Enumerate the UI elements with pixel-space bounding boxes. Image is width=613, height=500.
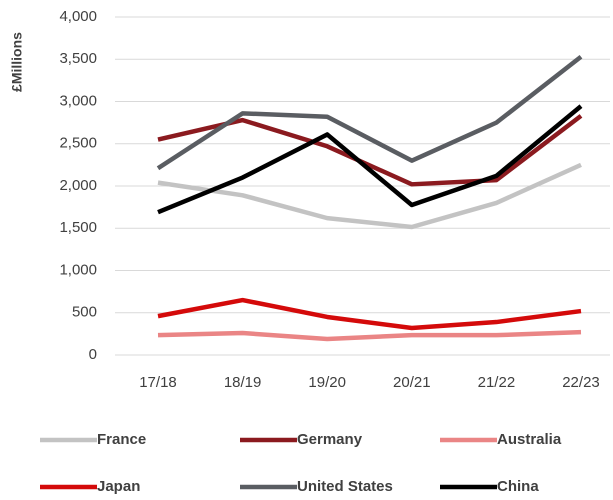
x-tick-label: 19/20 — [308, 374, 346, 391]
x-tick-label: 22/23 — [562, 374, 600, 391]
legend-label: China — [497, 478, 539, 495]
y-tick-label: 2,000 — [59, 177, 97, 194]
series-line — [157, 329, 582, 342]
y-axis-label: £Millions — [9, 32, 25, 92]
y-tick-label: 3,500 — [59, 50, 97, 67]
y-tick-label: 1,000 — [59, 261, 97, 278]
x-tick-label: 17/18 — [139, 374, 177, 391]
legend-label: France — [97, 431, 146, 448]
series-line — [157, 104, 583, 215]
x-tick-label: 21/22 — [478, 374, 516, 391]
series-line — [157, 297, 582, 331]
y-tick-label: 1,500 — [59, 219, 97, 236]
series-line — [156, 54, 583, 171]
legend-label: United States — [297, 478, 393, 495]
y-tick-label: 500 — [72, 304, 97, 321]
x-tick-label: 18/19 — [224, 374, 262, 391]
x-tick-label: 20/21 — [393, 374, 431, 391]
legend-label: Germany — [297, 431, 363, 448]
y-tick-label: 0 — [89, 346, 97, 363]
y-tick-label: 2,500 — [59, 135, 97, 152]
series-line — [157, 162, 582, 230]
y-tick-label: 4,000 — [59, 8, 97, 25]
legend-label: Australia — [497, 431, 562, 448]
legend-label: Japan — [97, 478, 140, 495]
y-tick-label: 3,000 — [59, 92, 97, 109]
